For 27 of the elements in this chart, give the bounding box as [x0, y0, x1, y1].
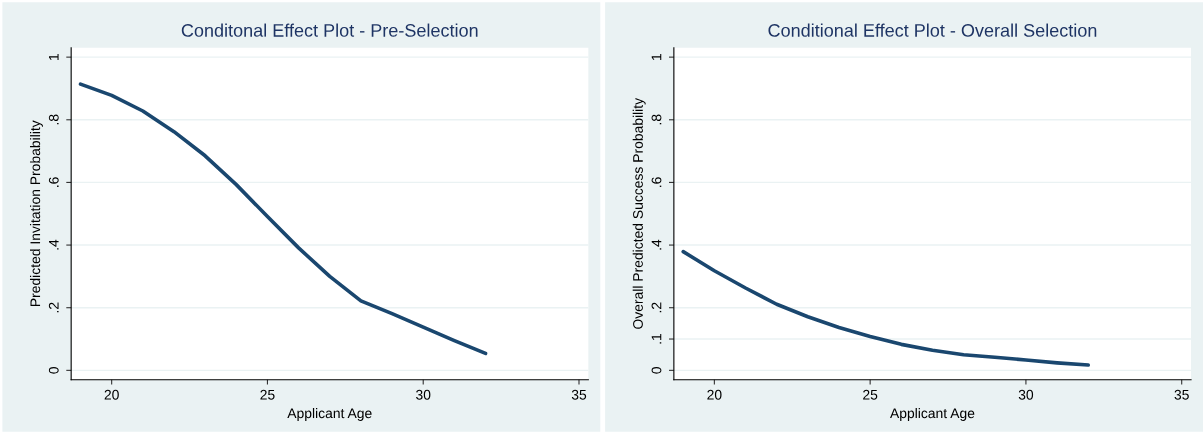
y-tick-label: .4	[49, 239, 59, 250]
x-tick-label: 30	[416, 389, 431, 400]
y-tick-label: .4	[651, 239, 662, 250]
y-tick-label: 0	[651, 367, 662, 374]
x-tick-label: 25	[863, 389, 878, 400]
y-tick-label: .8	[48, 114, 59, 125]
x-tick-label: 30	[1018, 389, 1034, 400]
y-axis-title: Overall Predicted Success Probability	[632, 97, 646, 329]
x-tick-label: 25	[260, 389, 275, 400]
x-axis-title: Applicant Age	[287, 407, 372, 421]
x-tick-label: 20	[707, 389, 722, 400]
chart-title: Conditional Effect Plot - Overall Selection	[768, 23, 1097, 37]
x-tick-label: 35	[571, 389, 587, 400]
y-tick-label: .6	[48, 177, 59, 187]
y-tick-label: 1	[651, 53, 662, 60]
y-axis-title: Predicted Invitation Probability	[29, 120, 43, 307]
x-tick-label: 35	[1174, 389, 1189, 400]
y-tick-label: 1	[49, 53, 59, 60]
x-tick-label: 20	[104, 389, 119, 400]
y-tick-label: .2	[651, 302, 662, 313]
y-tick-label: 0	[48, 367, 59, 374]
y-tick-label: .2	[48, 302, 59, 313]
x-axis-title: Applicant Age	[890, 407, 975, 421]
chart-title: Conditonal Effect Plot - Pre-Selection	[181, 23, 478, 37]
y-tick-label: .1	[651, 333, 662, 344]
y-tick-label: .6	[651, 177, 662, 187]
y-tick-label: .8	[651, 114, 662, 125]
